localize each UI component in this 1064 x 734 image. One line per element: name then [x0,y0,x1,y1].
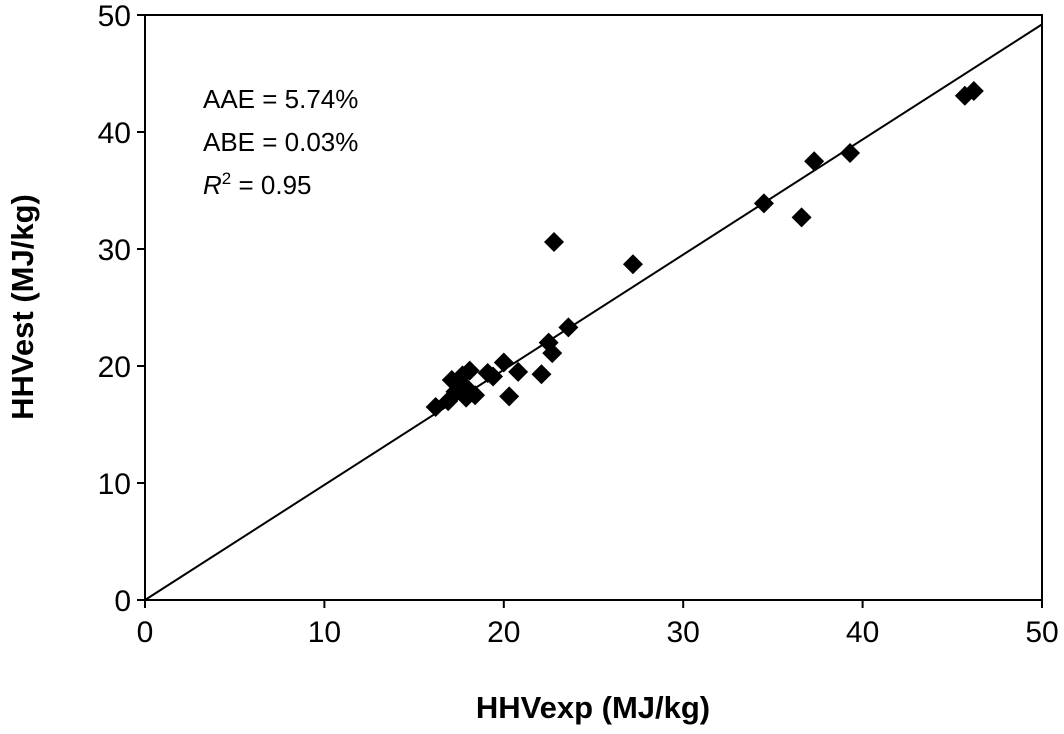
y-tick-label: 10 [98,468,131,501]
data-point [558,317,579,338]
data-point [465,385,486,406]
y-tick-label: 50 [98,0,131,33]
data-point [508,361,529,382]
x-tick-label: 40 [846,616,879,649]
plot-area [144,14,1043,601]
x-axis-label: HHVexp (MJ/kg) [476,690,710,725]
data-point [963,81,984,102]
data-points [425,81,984,417]
axis-ticks: 0 10 20 30 40 50 0 10 20 30 40 50 [98,0,1059,649]
reference-line [144,23,1043,601]
data-point [804,151,825,172]
annotation-r2: R2 = 0.95 [203,169,311,200]
data-point [622,254,643,275]
y-tick-label: 0 [114,585,131,618]
data-point [542,343,563,364]
data-point [493,352,514,373]
data-point [791,207,812,228]
data-point [483,366,504,387]
r-value: = 0.95 [231,170,311,200]
data-point [499,386,520,407]
x-tick-label: 50 [1025,616,1058,649]
r-symbol: R [203,170,222,200]
data-point [459,360,480,381]
data-point [544,231,565,252]
annotation-abe: ABE = 0.03% [203,127,358,157]
y-tick-label: 40 [98,117,131,150]
x-tick-label: 0 [137,616,154,649]
y-tick-label: 30 [98,234,131,267]
x-tick-label: 10 [308,616,341,649]
r-superscript: 2 [222,169,231,188]
y-tick-label: 20 [98,351,131,384]
x-tick-label: 20 [487,616,520,649]
annotation-aae: AAE = 5.74% [203,84,358,114]
data-point [753,193,774,214]
y-axis-label: HHVest (MJ/kg) [5,194,40,420]
data-point [840,143,861,164]
data-point [531,364,552,385]
x-tick-label: 30 [667,616,700,649]
